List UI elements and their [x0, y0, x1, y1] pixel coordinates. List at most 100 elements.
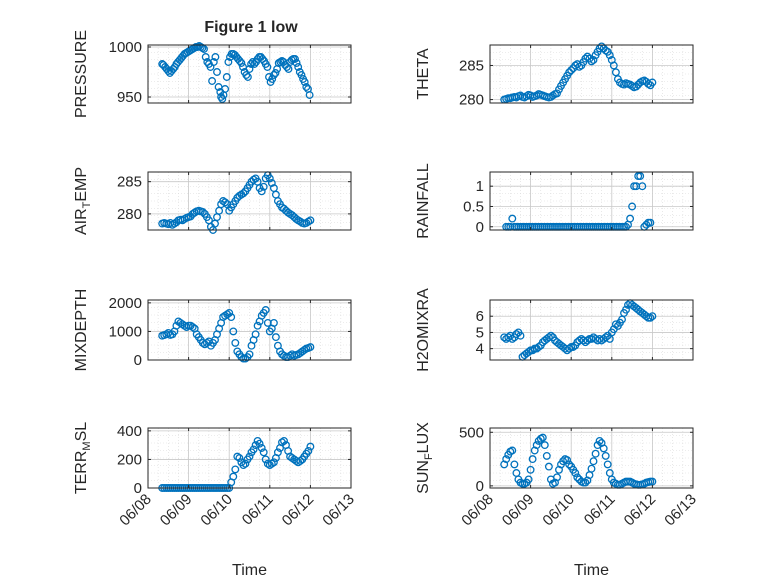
axes-box: [489, 44, 694, 104]
axes-box: [489, 427, 694, 489]
data-point: [512, 330, 521, 339]
data-point: [508, 446, 517, 455]
x-axis-label: Time: [232, 562, 267, 579]
y-tick-label: 950: [117, 89, 142, 106]
data-point: [271, 69, 280, 77]
y-tick-label: 400: [117, 423, 142, 440]
data-point: [593, 441, 602, 450]
y-tick-label: 6: [476, 308, 484, 325]
data-point: [257, 187, 266, 196]
data-point: [632, 82, 641, 91]
y-tick-label: 1000: [109, 39, 142, 56]
data-point: [524, 347, 533, 356]
data-point: [502, 455, 511, 464]
data-point: [603, 460, 612, 469]
data-point: [306, 216, 315, 225]
data-point: [245, 452, 254, 461]
data-point: [208, 77, 217, 85]
data-point: [300, 78, 309, 86]
data-point: [305, 91, 314, 99]
series-markers: [500, 299, 657, 361]
data-point: [267, 179, 276, 187]
subplot-2: 280 285 THETA: [415, 42, 694, 109]
axes-box: [147, 427, 352, 489]
data-point: [589, 457, 598, 466]
data-point: [200, 45, 208, 53]
data-point: [263, 63, 272, 71]
data-point: [227, 313, 236, 322]
data-point: [553, 473, 561, 482]
data-point: [581, 478, 590, 487]
data-point: [292, 59, 301, 67]
data-point: [563, 456, 572, 465]
data-point: [609, 61, 618, 70]
data-point: [534, 343, 543, 351]
data-point: [268, 75, 277, 83]
data-point: [565, 460, 574, 469]
data-point: [235, 57, 244, 65]
data-point: [211, 53, 220, 61]
grid: [147, 428, 352, 489]
y-tick-label: 0.5: [463, 198, 484, 215]
data-point: [565, 344, 574, 353]
data-point: [269, 71, 278, 79]
data-point: [280, 204, 288, 213]
data-point: [581, 54, 590, 63]
data-point: [573, 473, 582, 482]
data-point: [221, 198, 230, 207]
data-point: [538, 433, 547, 442]
subplot-3: 280 285 AIRTEMP: [73, 167, 352, 235]
y-tick-label: 500: [459, 424, 484, 441]
y-axis-label: MIXDEPTH: [73, 289, 90, 372]
data-point: [201, 53, 210, 61]
figure-title: Figure 1 low: [204, 19, 298, 36]
data-point: [209, 58, 218, 66]
axes-box: [147, 171, 352, 231]
data-point: [249, 445, 258, 454]
data-point: [269, 458, 278, 467]
data-point: [569, 343, 578, 351]
data-point: [587, 464, 596, 473]
data-point: [306, 442, 315, 451]
y-tick-label: 0: [476, 219, 484, 236]
data-point: [225, 308, 234, 317]
data-point: [261, 455, 270, 464]
data-point: [251, 330, 260, 339]
data-point: [628, 202, 637, 211]
y-tick-label: 285: [459, 57, 484, 74]
data-point: [601, 333, 610, 342]
data-point: [591, 449, 600, 458]
data-point: [508, 214, 517, 223]
data-point: [510, 460, 519, 469]
axes-box: [147, 44, 352, 104]
data-point: [611, 320, 620, 329]
data-point: [516, 331, 525, 340]
data-point: [265, 174, 274, 183]
data-point: [231, 465, 240, 474]
data-point: [259, 448, 268, 457]
y-axis-label: RAINFALL: [415, 163, 432, 239]
series-markers: [158, 306, 315, 363]
y-tick-label: 0: [134, 480, 142, 497]
data-point: [611, 68, 620, 77]
y-axis-label: AIRTEMP: [73, 167, 93, 235]
data-point: [224, 58, 233, 66]
data-point: [528, 346, 537, 355]
data-point: [300, 346, 309, 354]
data-point: [280, 436, 288, 445]
data-point: [251, 441, 260, 450]
data-point: [302, 83, 311, 91]
y-axis-label: TERRMSL: [73, 422, 93, 494]
subplot-5: 0 1000 2000 MIXDEPTH: [73, 289, 352, 372]
data-point: [583, 336, 592, 345]
data-point: [622, 305, 630, 314]
data-point: [524, 475, 533, 484]
data-point: [198, 208, 207, 216]
data-point: [567, 66, 576, 75]
x-axis-label: Time: [574, 562, 609, 579]
y-tick-label: 5: [476, 324, 484, 341]
data-point: [648, 477, 657, 486]
data-point: [259, 182, 268, 191]
axes-box: [489, 171, 694, 231]
